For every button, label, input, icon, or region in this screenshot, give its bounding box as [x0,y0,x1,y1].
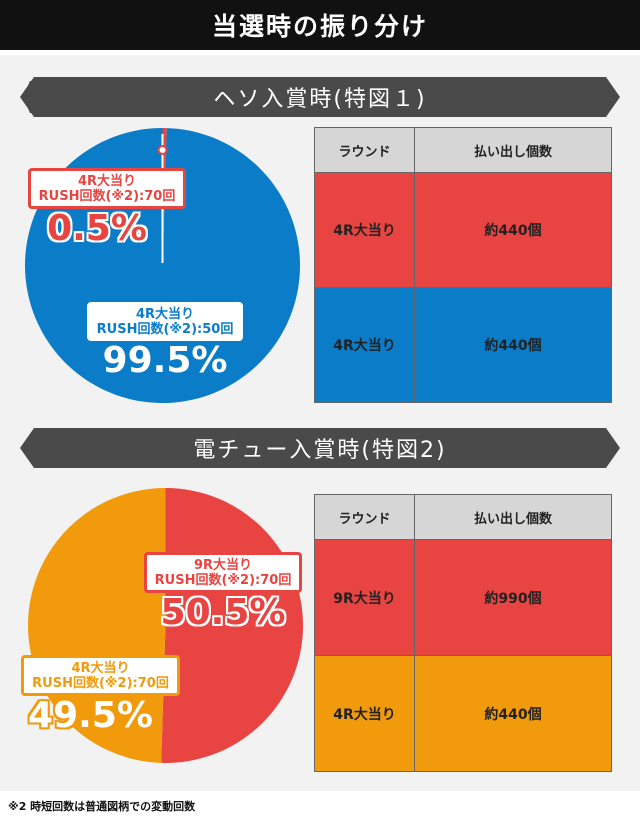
section-1-banner: ヘソ入賞時(特図１) [20,77,620,117]
table-row: 4R大当り 約440個 [314,655,612,772]
table-1-header-payout: 払い出し個数 [414,127,612,173]
payout-table-1: ラウンド 払い出し個数 4R大当り 約440個 4R大当り 約440個 [314,127,612,403]
payout-table-2: ラウンド 払い出し個数 9R大当り 約990個 4R大当り 約440個 [314,494,612,772]
table-1-header-row: ラウンド 払い出し個数 [314,127,612,173]
section-2-banner: 電チュー入賞時(特図2) [20,428,620,468]
pie-2-label-red-box: 9R大当り RUSH回数(※2):70回 [143,552,303,593]
pie-1-label-blue-box: 4R大当り RUSH回数(※2):50回 [86,302,244,341]
section-1-heading: ヘソ入賞時(特図１) [213,87,427,112]
pie-2-red-line1: 9R大当り [193,558,253,573]
pie-2-red-pct: 50.5% [160,592,286,633]
pie-2-label-red: 9R大当り RUSH回数(※2):70回 50.5% [128,552,318,633]
table-1-row-1-round: 4R大当り [314,172,415,288]
pie-2-orange-line1: 4R大当り [71,661,130,676]
footnote: ※2 時短回数は普通図柄での変動回数 [8,800,196,813]
table-1-header-round: ラウンド [314,127,415,173]
pie-1-blue-pct: 99.5% [102,340,228,381]
table-1-row-2-payout: 約440個 [414,287,612,403]
table-2-header-payout: 払い出し個数 [414,494,612,540]
banner-2-shape [20,428,620,468]
pie-2-orange-line2: RUSH回数(※2):70回 [32,676,169,691]
pie-2-label-orange-box: 4R大当り RUSH回数(※2):70回 [21,655,180,696]
table-2-row-1-round: 9R大当り [314,539,415,656]
pie-2-red-line2: RUSH回数(※2):70回 [154,573,292,588]
pie-1-label-blue: 4R大当り RUSH回数(※2):50回 99.5% [70,302,260,381]
pie-1-blue-line2: RUSH回数(※2):50回 [96,322,234,337]
table-row: 4R大当り 約440個 [314,172,612,288]
table-row: 9R大当り 約990個 [314,539,612,656]
table-2-header-round: ラウンド [314,494,415,540]
pie-2-label-orange: 4R大当り RUSH回数(※2):70回 49.5% [8,655,193,736]
pie-1-red-line2: RUSH回数(※2):70回 [38,189,176,204]
table-1-row-1-payout: 約440個 [414,172,612,288]
pie-1-label-red: 4R大当り RUSH回数(※2):70回 0.5% [12,168,202,249]
section-2-heading: 電チュー入賞時(特図2) [193,438,447,463]
table-row: 4R大当り 約440個 [314,287,612,403]
pie-1-red-pct: 0.5% [47,208,147,249]
pie-1-red-line1: 4R大当り [77,174,137,189]
table-2-row-2-round: 4R大当り [314,655,415,772]
table-2-row-1-payout: 約990個 [414,539,612,656]
table-2-header-row: ラウンド 払い出し個数 [314,494,612,540]
pie-1-leader-dot [157,145,168,155]
pie-1-label-red-box: 4R大当り RUSH回数(※2):70回 [27,168,187,209]
pie-1-blue-line1: 4R大当り [135,307,195,322]
pie-2-orange-pct: 49.5% [28,695,153,736]
page-title: 当選時の振り分け [0,0,640,50]
table-1-row-2-round: 4R大当り [314,287,415,403]
table-2-row-2-payout: 約440個 [414,655,612,772]
banner-1-shape [20,77,620,117]
